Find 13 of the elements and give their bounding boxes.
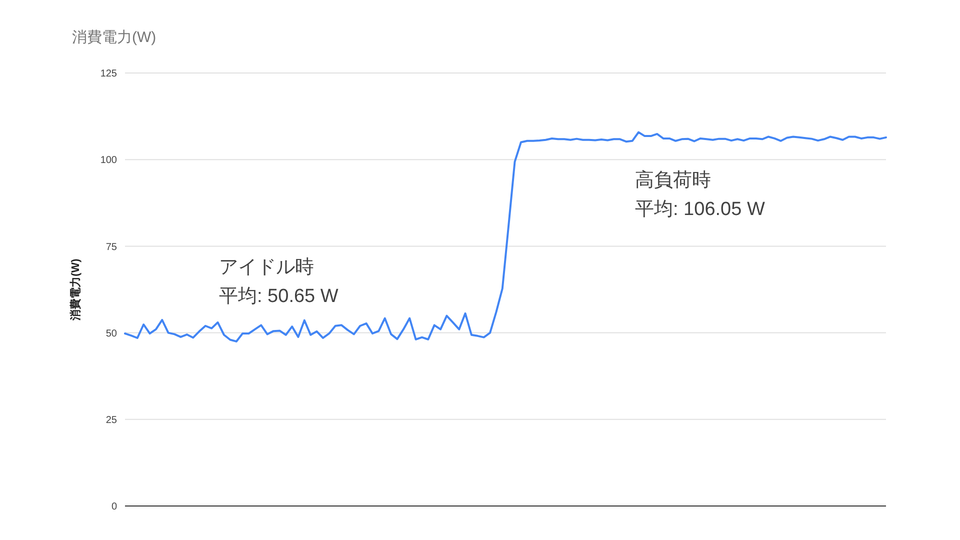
annotation: 平均: 50.65 W: [219, 285, 338, 309]
y-tick-label: 125: [100, 68, 118, 80]
y-tick-label: 25: [106, 414, 118, 426]
y-axis-title: 消費電力(W): [69, 258, 82, 322]
chart-title: 消費電力(W): [72, 29, 156, 47]
y-tick-label: 75: [106, 242, 118, 253]
line-series: [124, 131, 887, 342]
y-tick-label: 100: [100, 155, 118, 166]
annotation: アイドル時: [219, 256, 314, 280]
annotation: 平均: 106.05 W: [635, 198, 765, 222]
y-tick-label: 50: [106, 328, 118, 340]
annotation: 高負荷時: [635, 169, 711, 193]
y-tick-label: 0: [111, 502, 118, 513]
